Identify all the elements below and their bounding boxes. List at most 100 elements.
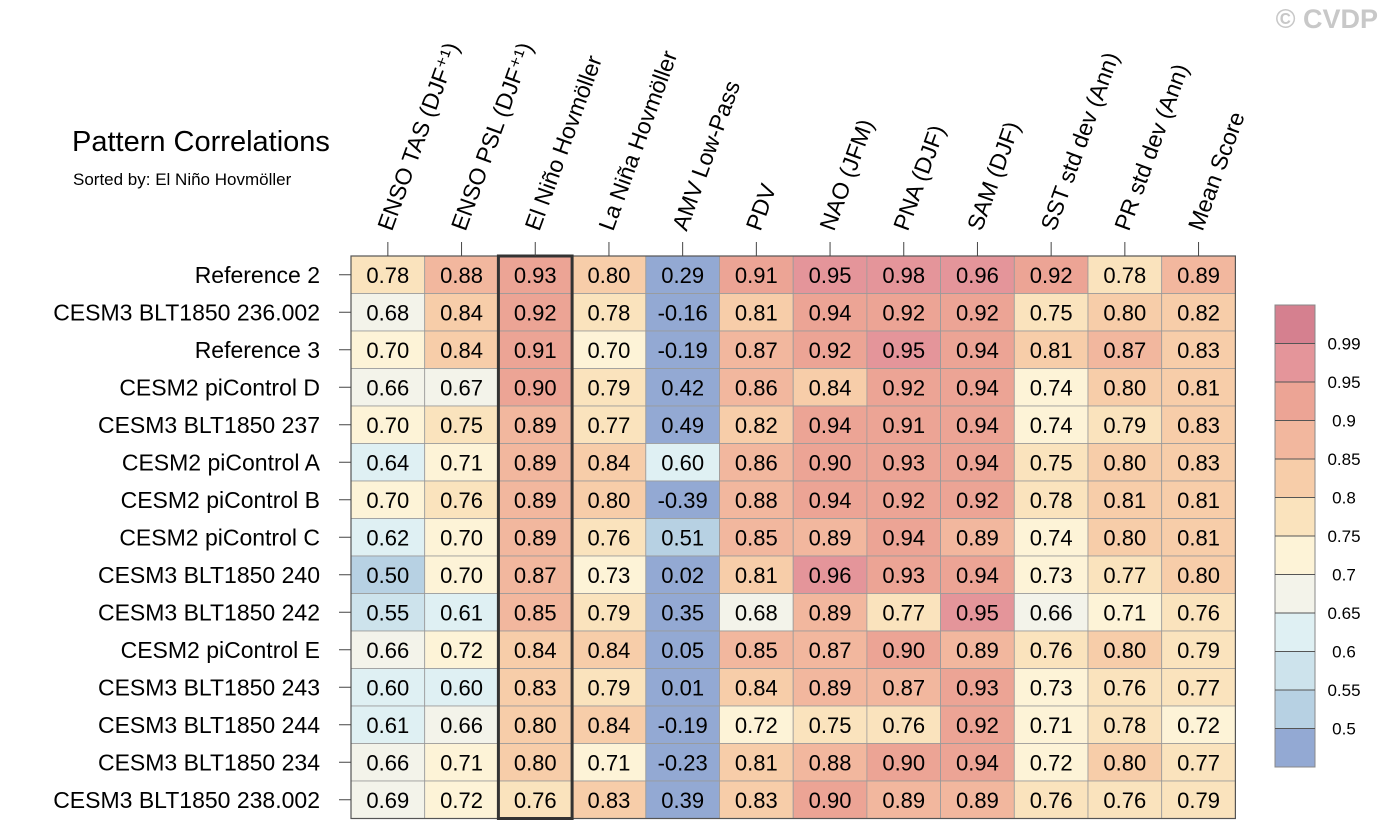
cell-value-label: 0.66 <box>366 750 409 775</box>
cell-value-label: 0.74 <box>1030 413 1073 438</box>
column-label: La Niña Hovmöller <box>593 47 682 234</box>
colorbar-label: 0.85 <box>1327 450 1360 469</box>
row-label: CESM2 piControl E <box>121 637 320 663</box>
colorbar-segment <box>1275 651 1315 690</box>
heatmap-cell <box>719 630 794 669</box>
column-label: PNA (DJF) <box>888 122 950 234</box>
heatmap-cell <box>792 330 868 369</box>
heatmap-cell <box>1161 405 1236 444</box>
chart-title: Pattern Correlations <box>72 126 330 158</box>
cell-value-label: 0.83 <box>1177 450 1220 475</box>
column-label: ENSO TAS (DJF⁺¹) <box>372 39 464 234</box>
colorbar-segment <box>1275 459 1315 498</box>
heatmap-cell <box>424 293 499 332</box>
heatmap-cell <box>866 330 942 369</box>
heatmap-cell <box>645 480 720 519</box>
cell-value-label: 0.88 <box>440 263 483 288</box>
heatmap-cell <box>792 780 868 819</box>
cell-value-label: 0.79 <box>588 600 631 625</box>
row-label: CESM2 piControl A <box>122 449 321 475</box>
heatmap-cell <box>719 705 794 744</box>
heatmap-cell <box>1013 743 1089 782</box>
cell-value-label: 0.92 <box>882 488 925 513</box>
cell-value-label: 0.67 <box>440 375 483 400</box>
heatmap-cell <box>424 368 499 407</box>
heatmap-cell <box>719 480 794 519</box>
cell-value-label: -0.19 <box>658 713 708 738</box>
cell-value-label: 0.79 <box>1177 638 1220 663</box>
colorbar-label: 0.9 <box>1332 412 1356 431</box>
heatmap-cell <box>645 780 720 819</box>
cell-value-label: 0.87 <box>809 638 852 663</box>
cell-value-label: 0.66 <box>366 638 409 663</box>
cell-value-label: 0.78 <box>1103 263 1146 288</box>
cell-value-label: 0.69 <box>366 788 409 813</box>
cell-value-label: 0.81 <box>1030 338 1073 363</box>
heatmap-cell <box>1087 443 1163 482</box>
heatmap-cell <box>571 368 647 407</box>
colorbar-label: 0.8 <box>1332 489 1356 508</box>
cell-value-label: 0.84 <box>809 375 852 400</box>
column-label: AMV Low-Pass <box>667 77 745 234</box>
cell-value-label: 0.60 <box>661 450 704 475</box>
heatmap-cell <box>1161 743 1236 782</box>
heatmap-cell <box>940 705 1015 744</box>
heatmap-cell <box>866 780 942 819</box>
cell-value-label: 0.72 <box>735 713 778 738</box>
heatmap-cell <box>792 593 868 632</box>
cell-value-label: 0.62 <box>366 525 409 550</box>
cell-value-label: 0.90 <box>882 638 925 663</box>
heatmap-cell <box>1013 668 1089 707</box>
cell-value-label: -0.39 <box>658 488 708 513</box>
cell-value-label: 0.70 <box>440 525 483 550</box>
row-labels: Reference 2 CESM3 BLT1850 236.002 Referenc… <box>53 262 351 813</box>
colorbar-segment <box>1275 420 1315 459</box>
cell-value-label: 0.80 <box>1103 525 1146 550</box>
heatmap-cell <box>792 705 868 744</box>
cell-value-label: 0.98 <box>882 263 925 288</box>
cell-value-label: 0.71 <box>588 750 631 775</box>
colorbar-segment <box>1275 343 1315 382</box>
cell-value-label: 0.89 <box>956 638 999 663</box>
heatmap-cell <box>1013 368 1089 407</box>
cell-value-label: 0.81 <box>1103 488 1146 513</box>
cell-value-label: 0.79 <box>1177 788 1220 813</box>
cell-value-label: 0.92 <box>882 375 925 400</box>
heatmap-cell <box>1087 743 1163 782</box>
watermark: © CVDP <box>1275 4 1378 34</box>
chart-subtitle: Sorted by: El Niño Hovmöller <box>73 170 292 189</box>
cell-value-label: 0.68 <box>735 600 778 625</box>
heatmap-cell <box>719 293 794 332</box>
column-label: SST std dev (Ann) <box>1035 49 1124 234</box>
heatmap-cell <box>645 555 720 594</box>
heatmap-cell <box>792 293 868 332</box>
cell-value-label: 0.02 <box>661 563 704 588</box>
cell-value-label: 0.89 <box>514 413 557 438</box>
heatmap-cell <box>1087 255 1163 294</box>
heatmap-cell <box>571 405 647 444</box>
cell-value-label: 0.83 <box>1177 338 1220 363</box>
cell-value-label: 0.93 <box>956 675 999 700</box>
cell-value-label: 0.49 <box>661 413 704 438</box>
cell-value-label: 0.70 <box>366 413 409 438</box>
heatmap-cell <box>1013 780 1089 819</box>
colorbar-segment <box>1275 574 1315 613</box>
heatmap-cell <box>497 480 573 519</box>
cell-value-label: 0.77 <box>882 600 925 625</box>
cell-value-label: 0.78 <box>366 263 409 288</box>
heatmap-cell <box>424 668 499 707</box>
cell-value-label: 0.76 <box>588 525 631 550</box>
heatmap-cell <box>1087 705 1163 744</box>
heatmap-cell <box>1013 630 1089 669</box>
cell-value-label: 0.92 <box>1030 263 1073 288</box>
cell-value-label: 0.83 <box>514 675 557 700</box>
cell-value-label: 0.91 <box>514 338 557 363</box>
cell-value-label: 0.70 <box>588 338 631 363</box>
cell-value-label: 0.66 <box>1030 600 1073 625</box>
heatmap-cell <box>1013 443 1089 482</box>
heatmap-cell <box>1013 255 1089 294</box>
cell-value-label: 0.77 <box>1177 675 1220 700</box>
heatmap-cell <box>1087 555 1163 594</box>
heatmap-cell <box>1087 293 1163 332</box>
colorbar-label: 0.65 <box>1327 604 1360 623</box>
